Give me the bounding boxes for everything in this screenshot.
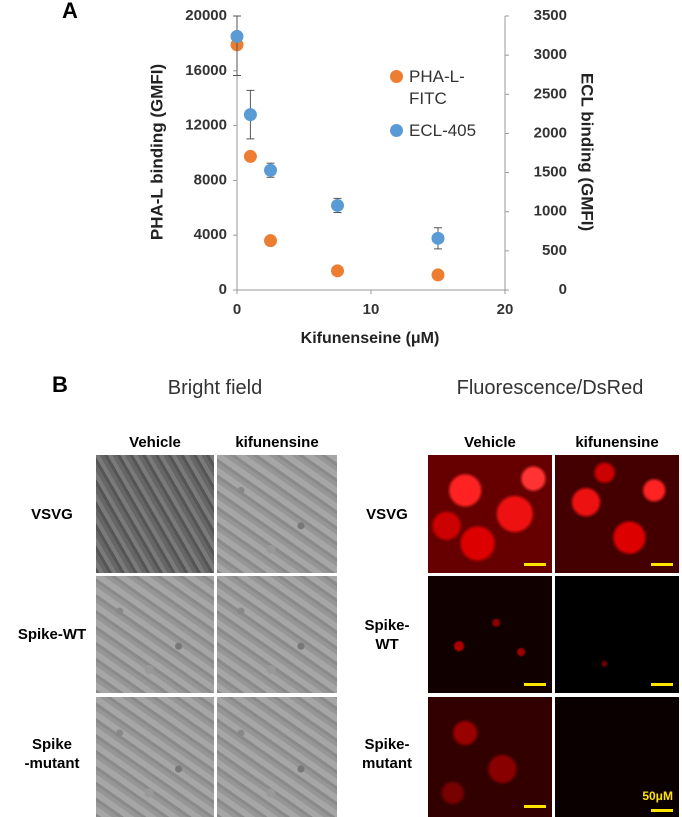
legend-marker xyxy=(390,124,403,137)
y-tick-label: 8000 xyxy=(194,171,227,188)
micrograph xyxy=(217,576,337,693)
legend-label: PHA-L-FITC xyxy=(409,67,465,108)
legend-label: ECL-405 xyxy=(409,121,477,140)
data-point xyxy=(264,163,277,177)
y-tick-label: 20000 xyxy=(185,7,227,24)
micrograph xyxy=(428,697,552,817)
row-label: Spike- WT xyxy=(364,617,410,653)
data-point xyxy=(431,268,445,282)
legend-entry: PHA-L-FITC xyxy=(390,66,481,110)
y2-tick-label: 0 xyxy=(559,281,567,298)
y-tick-label: 16000 xyxy=(185,62,227,79)
y2-tick-label: 500 xyxy=(542,242,567,259)
column-header: Vehicle xyxy=(129,434,181,451)
y2-tick-label: 3500 xyxy=(534,7,567,24)
micrograph xyxy=(96,576,214,693)
x-tick-label: 20 xyxy=(497,301,514,318)
column-header: Vehicle xyxy=(464,434,516,451)
data-point xyxy=(230,29,244,43)
y2-axis-label: ECL binding (GMFI) xyxy=(578,73,597,231)
chart: A Kifunenseine (μM) PHA-L binding (GMFI)… xyxy=(62,0,597,347)
legend-entry: ECL-405 xyxy=(390,120,481,142)
data-point xyxy=(331,264,344,278)
scale-bar-label: 50μM xyxy=(642,789,673,803)
data-point xyxy=(243,149,257,163)
micrograph xyxy=(555,576,679,693)
scale-bar xyxy=(524,805,546,808)
x-tick-label: 10 xyxy=(363,301,380,318)
data-point xyxy=(431,231,445,245)
scale-bar xyxy=(524,563,546,566)
row-label: VSVG xyxy=(31,506,73,523)
row-label: Spike -mutant xyxy=(24,736,80,772)
scale-bar xyxy=(651,563,673,566)
x-axis-label: Kifunenseine (μM) xyxy=(301,330,440,347)
y2-tick-label: 1500 xyxy=(534,164,567,181)
scale-bar xyxy=(651,683,673,686)
y-tick-label: 12000 xyxy=(185,117,227,134)
x-tick-label: 0 xyxy=(233,301,241,318)
panel-title: Bright field xyxy=(167,377,263,399)
micrograph xyxy=(428,576,552,693)
scale-bar xyxy=(524,683,546,686)
y-tick-label: 4000 xyxy=(194,226,227,243)
micrograph xyxy=(96,697,214,817)
column-header: kifunensine xyxy=(575,434,659,451)
panel-title: Fluorescence/DsRed xyxy=(456,377,644,399)
micrograph xyxy=(217,455,337,573)
row-label: Spike-WT xyxy=(17,626,87,643)
y2-tick-label: 2000 xyxy=(534,124,567,141)
y2-tick-label: 2500 xyxy=(534,85,567,102)
scale-bar xyxy=(651,809,673,812)
data-point xyxy=(264,234,277,248)
legend-marker xyxy=(390,70,403,83)
micrograph: 50μM xyxy=(555,697,679,817)
panel-label: B xyxy=(52,372,68,397)
y-axis-label: PHA-L binding (GMFI) xyxy=(147,64,166,240)
row-label: VSVG xyxy=(366,506,408,523)
data-point xyxy=(243,108,257,122)
legend: PHA-L-FITC ECL-405 xyxy=(390,66,481,152)
micrograph xyxy=(217,697,337,817)
row-label: Spike- mutant xyxy=(362,736,412,772)
y-tick-label: 0 xyxy=(219,281,227,298)
panel-label: A xyxy=(62,0,78,23)
column-header: kifunensine xyxy=(235,434,319,451)
micrograph xyxy=(555,455,679,573)
y2-tick-label: 1000 xyxy=(534,203,567,220)
micrograph xyxy=(428,455,552,573)
micrograph xyxy=(96,455,214,573)
data-point xyxy=(331,198,344,212)
y2-tick-label: 3000 xyxy=(534,46,567,63)
